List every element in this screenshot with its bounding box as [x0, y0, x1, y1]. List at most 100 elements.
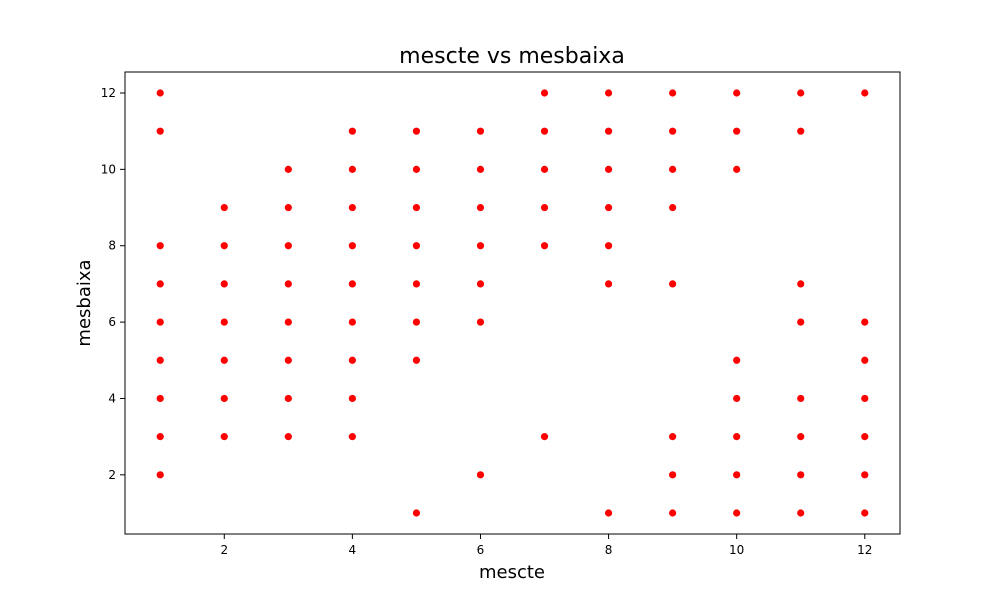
- data-point: [348, 242, 356, 250]
- data-point: [156, 471, 164, 479]
- data-point: [540, 433, 549, 441]
- x-tick-label: 8: [605, 543, 613, 557]
- data-point: [861, 89, 869, 97]
- data-point: [669, 471, 677, 479]
- data-point: [284, 242, 292, 250]
- data-point: [604, 89, 613, 97]
- x-tick-label: 4: [349, 543, 357, 557]
- data-points: [156, 89, 869, 517]
- data-point: [156, 356, 164, 364]
- data-point: [797, 394, 805, 403]
- data-point: [284, 394, 292, 403]
- data-point: [156, 242, 164, 250]
- data-point: [733, 433, 741, 441]
- x-tick-label: 6: [477, 543, 485, 557]
- data-point: [476, 203, 485, 212]
- data-point: [604, 509, 613, 517]
- data-point: [669, 433, 677, 441]
- data-point: [797, 318, 805, 326]
- data-point: [733, 356, 741, 364]
- data-point: [733, 471, 741, 479]
- data-point: [412, 280, 421, 288]
- data-point: [412, 165, 421, 173]
- data-point: [156, 318, 164, 326]
- plot-frame: [124, 71, 901, 535]
- data-point: [797, 509, 805, 517]
- y-tick-label: 12: [101, 86, 116, 100]
- data-point: [412, 318, 421, 326]
- data-point: [797, 89, 805, 97]
- data-point: [220, 394, 228, 403]
- data-point: [348, 203, 356, 212]
- data-point: [733, 127, 741, 135]
- x-axis: 2 4 6 8 10 12: [220, 534, 872, 557]
- data-point: [220, 203, 228, 212]
- y-tick-label: 4: [108, 391, 116, 405]
- data-point: [476, 127, 485, 135]
- data-point: [220, 356, 228, 364]
- data-point: [797, 127, 805, 135]
- data-point: [540, 165, 549, 173]
- data-point: [733, 89, 741, 97]
- data-point: [476, 318, 485, 326]
- data-point: [284, 318, 292, 326]
- y-tick-label: 6: [108, 315, 116, 329]
- data-point: [861, 509, 869, 517]
- data-point: [284, 433, 292, 441]
- y-tick-label: 8: [108, 239, 116, 253]
- x-tick-label: 12: [857, 543, 872, 557]
- data-point: [733, 165, 741, 173]
- data-point: [540, 203, 549, 212]
- data-point: [797, 471, 805, 479]
- data-point: [669, 280, 677, 288]
- data-point: [861, 356, 869, 364]
- data-point: [348, 280, 356, 288]
- data-point: [604, 203, 613, 212]
- data-point: [156, 394, 164, 403]
- data-point: [220, 433, 228, 441]
- data-point: [861, 433, 869, 441]
- data-point: [733, 509, 741, 517]
- data-point: [412, 242, 421, 250]
- x-tick-label: 2: [220, 543, 228, 557]
- data-point: [156, 89, 164, 97]
- data-point: [476, 471, 485, 479]
- data-point: [476, 242, 485, 250]
- chart-title: mescte vs mesbaixa: [399, 44, 625, 69]
- data-point: [156, 127, 164, 135]
- data-point: [604, 127, 613, 135]
- data-point: [348, 356, 356, 364]
- data-point: [797, 433, 805, 441]
- data-point: [348, 433, 356, 441]
- data-point: [156, 433, 164, 441]
- y-tick-label: 2: [108, 468, 116, 482]
- data-point: [861, 471, 869, 479]
- data-point: [284, 165, 292, 173]
- data-point: [284, 280, 292, 288]
- data-point: [476, 280, 485, 288]
- data-point: [476, 165, 485, 173]
- y-axis-label: mesbaixa: [74, 259, 95, 346]
- data-point: [412, 509, 421, 517]
- data-point: [348, 318, 356, 326]
- data-point: [220, 280, 228, 288]
- data-point: [540, 89, 549, 97]
- data-point: [220, 242, 228, 250]
- data-point: [669, 127, 677, 135]
- x-tick-label: 10: [729, 543, 744, 557]
- data-point: [669, 89, 677, 97]
- y-tick-label: 10: [101, 162, 116, 176]
- data-point: [540, 242, 549, 250]
- data-point: [156, 280, 164, 288]
- data-point: [348, 394, 356, 403]
- data-point: [733, 394, 741, 403]
- x-axis-label: mescte: [479, 562, 545, 583]
- data-point: [604, 165, 613, 173]
- data-point: [540, 127, 549, 135]
- y-axis: 2 4 6 8 10 12: [101, 86, 125, 482]
- data-point: [412, 356, 421, 364]
- data-point: [669, 165, 677, 173]
- data-point: [220, 318, 228, 326]
- data-point: [348, 127, 356, 135]
